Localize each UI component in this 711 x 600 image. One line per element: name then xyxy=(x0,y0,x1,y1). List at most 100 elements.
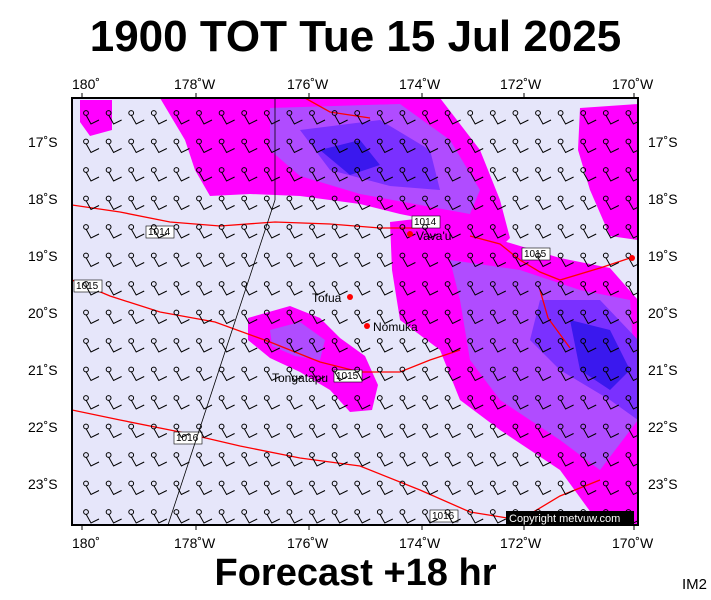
wind-barb xyxy=(288,314,303,325)
wind-barb xyxy=(130,428,145,439)
wind-barb xyxy=(537,143,552,154)
wind-barb xyxy=(582,428,597,439)
wind-barb xyxy=(130,371,145,382)
wind-barb xyxy=(153,399,168,410)
wind-barb xyxy=(221,200,235,211)
wind-barb xyxy=(198,257,213,268)
wind-barb xyxy=(243,200,258,211)
wind-barb xyxy=(469,456,484,467)
wind-barb xyxy=(447,513,461,524)
wind-barb xyxy=(334,456,348,467)
wind-barb xyxy=(266,456,281,467)
wind-barb xyxy=(266,171,281,182)
wind-barb xyxy=(356,513,371,524)
wind-barb xyxy=(108,285,122,296)
wind-barb xyxy=(514,428,529,439)
wind-barb xyxy=(492,399,507,410)
wind-barb xyxy=(492,257,507,268)
lon-label: 172˚W xyxy=(500,535,542,551)
copyright-text: Copyright metvuw.com xyxy=(509,513,620,525)
wind-barb xyxy=(447,399,461,410)
wind-barb xyxy=(175,171,190,182)
wind-barb xyxy=(85,200,100,211)
wind-barb xyxy=(221,456,235,467)
wind-barb xyxy=(198,171,213,182)
wind-barb xyxy=(379,314,394,325)
wind-barb xyxy=(221,399,235,410)
isobar-label: 1014 xyxy=(148,227,171,238)
place-label: Tofua xyxy=(312,291,342,305)
wind-barb xyxy=(198,513,213,524)
lon-labels-top: 180˚ 178˚W 176˚W 174˚W 172˚W 170˚W xyxy=(72,76,654,92)
wind-barb xyxy=(198,114,213,125)
wind-barb xyxy=(108,371,122,382)
wind-barb xyxy=(379,399,394,410)
wind-barb xyxy=(334,171,348,182)
wind-barb xyxy=(108,200,122,211)
wind-barb xyxy=(424,171,439,182)
wind-barb xyxy=(243,456,258,467)
lon-label: 174˚W xyxy=(399,535,441,551)
wind-barb xyxy=(85,513,100,524)
wind-barb xyxy=(356,114,371,125)
wind-barb xyxy=(356,428,371,439)
places: Vava'u Tofua Nomuka Tongatapu xyxy=(272,229,635,385)
wind-barb xyxy=(266,399,281,410)
wind-barb xyxy=(243,485,258,496)
lon-label: 176˚W xyxy=(287,535,329,551)
wind-barb xyxy=(492,314,507,325)
wind-barb xyxy=(492,485,507,496)
tonga-trench-line xyxy=(167,98,276,526)
wind-barb xyxy=(311,143,326,154)
wind-barb xyxy=(424,143,439,154)
tofua-marker xyxy=(347,294,353,300)
wind-barb xyxy=(198,285,213,296)
lat-label: 18˚S xyxy=(648,191,678,207)
wind-barb xyxy=(311,285,326,296)
wind-barb xyxy=(130,513,145,524)
wind-barb xyxy=(198,485,213,496)
wind-barb xyxy=(108,257,122,268)
wind-barb xyxy=(605,143,620,154)
wind-barb xyxy=(424,314,439,325)
wind-barb xyxy=(469,228,484,239)
wind-barb xyxy=(379,143,394,154)
wind-barb xyxy=(266,257,281,268)
wind-barb xyxy=(537,285,552,296)
wind-barb xyxy=(334,114,348,125)
wind-barb xyxy=(198,456,213,467)
wind-barb xyxy=(560,228,574,239)
wind-barb xyxy=(401,171,416,182)
lon-label: 170˚W xyxy=(612,535,654,551)
wind-barb xyxy=(85,428,100,439)
wind-barb xyxy=(537,200,552,211)
wind-barb xyxy=(334,513,348,524)
wind-barb xyxy=(514,171,529,182)
wind-barb xyxy=(514,285,529,296)
wind-barb xyxy=(130,456,145,467)
wind-barb xyxy=(153,371,168,382)
wind-barb xyxy=(334,371,348,382)
wind-barb xyxy=(492,228,507,239)
wind-barb xyxy=(492,513,507,524)
wind-barb xyxy=(266,200,281,211)
wind-barb xyxy=(401,314,416,325)
nomuka-marker xyxy=(364,323,370,329)
wind-barb xyxy=(334,399,348,410)
wind-barb xyxy=(311,314,326,325)
wind-barb xyxy=(85,371,100,382)
wind-barb xyxy=(469,371,484,382)
lat-label: 19˚S xyxy=(28,248,58,264)
wind-barb xyxy=(175,314,190,325)
wind-barb xyxy=(243,399,258,410)
isobar-label: 1016 xyxy=(176,433,199,444)
wind-barb xyxy=(379,513,394,524)
wind-barb xyxy=(221,143,235,154)
lon-label: 176˚W xyxy=(287,76,329,92)
forecast-label: Forecast +18 hr xyxy=(214,552,497,594)
wind-barb xyxy=(560,342,574,353)
wind-barb xyxy=(582,171,597,182)
wind-barb xyxy=(153,485,168,496)
wind-barb xyxy=(537,171,552,182)
